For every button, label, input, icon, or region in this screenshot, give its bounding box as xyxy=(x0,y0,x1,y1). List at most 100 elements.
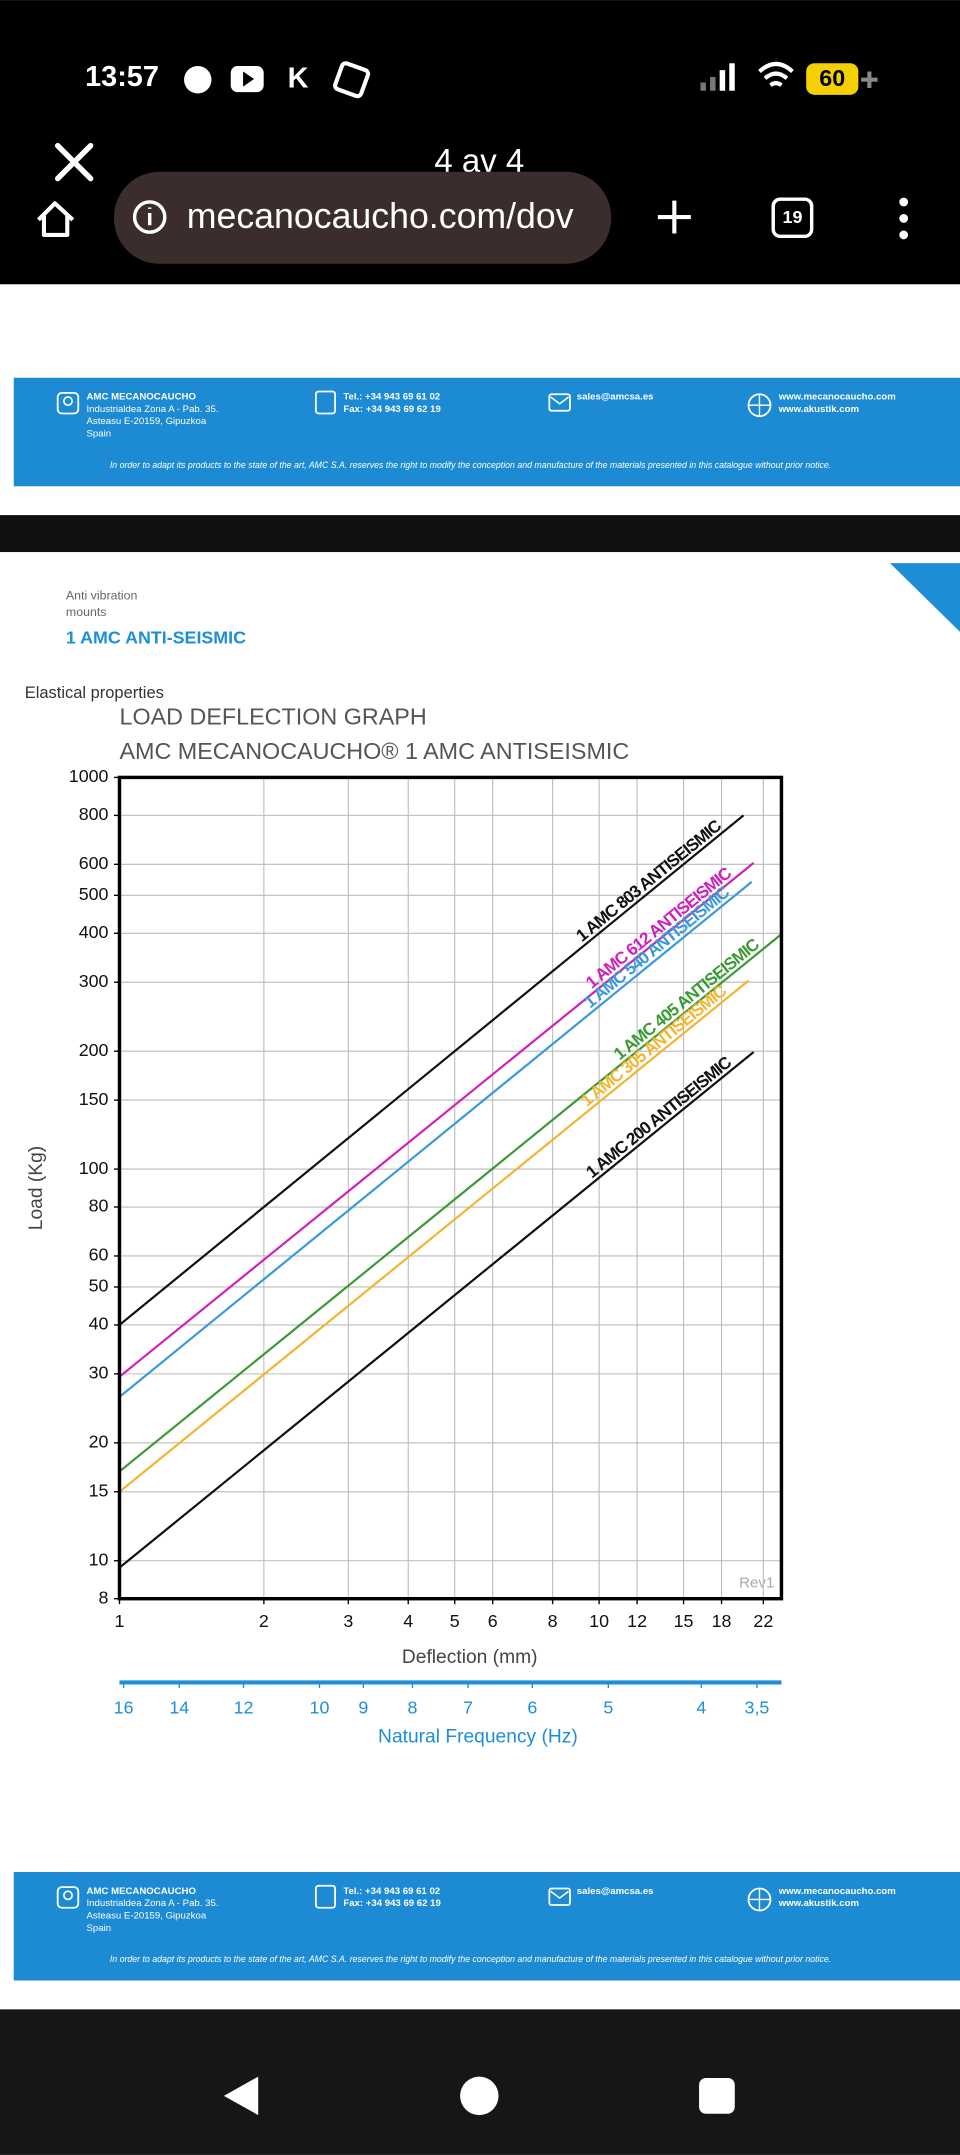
x2-tick-label: 6 xyxy=(527,1697,537,1717)
x2-tick-label: 3,5 xyxy=(745,1697,770,1717)
back-button[interactable] xyxy=(223,2076,259,2116)
y-tick-label: 8 xyxy=(99,1587,109,1607)
x-axis-label: Deflection (mm) xyxy=(402,1647,538,1668)
revision-mark: Rev1 xyxy=(739,1575,774,1592)
close-button[interactable] xyxy=(54,142,94,182)
location-pin xyxy=(63,1890,73,1901)
phone-icon xyxy=(314,1884,336,1909)
y-tick-label: 30 xyxy=(89,1363,109,1383)
url-text: mecanocaucho.com/dov xyxy=(187,196,574,236)
phone-line: Tel.: +34 943 69 61 02 xyxy=(343,1886,440,1897)
plot-frame xyxy=(117,775,784,1601)
location-pin xyxy=(63,396,73,407)
series-line xyxy=(119,979,750,1493)
recents-button[interactable] xyxy=(699,2078,735,2114)
address-line: Industrialdea Zona A - Pab. 35. xyxy=(87,1898,219,1909)
site-info-icon[interactable] xyxy=(132,200,167,234)
y-tick-label: 800 xyxy=(79,804,109,824)
tab-count: 19 xyxy=(783,207,803,227)
wifi-icon xyxy=(758,61,794,87)
website: www.akustik.com xyxy=(778,1898,859,1909)
tab-switcher[interactable] xyxy=(771,197,814,239)
phone-line: Fax: +34 943 69 62 19 xyxy=(343,404,441,415)
app-icon xyxy=(333,61,371,99)
x-tick-label: 8 xyxy=(548,1611,558,1631)
chart-title: LOAD DEFLECTION GRAPH xyxy=(119,704,426,730)
address-line: Spain xyxy=(87,429,112,440)
address-line: Asteasu E-20159, Gipuzkoa xyxy=(87,416,207,427)
disclaimer: In order to adapt its products to the st… xyxy=(110,460,831,470)
x-tick-label: 5 xyxy=(450,1611,460,1631)
disclaimer: In order to adapt its products to the st… xyxy=(110,1954,831,1964)
category-line: Anti vibration xyxy=(66,588,138,602)
y-tick-label: 200 xyxy=(79,1040,109,1060)
website: www.mecanocaucho.com xyxy=(778,1886,896,1897)
x2-tick-label: 16 xyxy=(114,1697,134,1717)
menu-button[interactable] xyxy=(899,197,909,240)
address-line: Industrialdea Zona A - Pab. 35. xyxy=(87,404,219,415)
y-axis-label: Load (Kg) xyxy=(26,1146,47,1230)
web-icon-lines xyxy=(748,1888,771,1911)
product-title: 1 AMC ANTI-SEISMIC xyxy=(66,627,246,647)
x2-tick-label: 12 xyxy=(234,1697,254,1717)
signal-icon xyxy=(700,63,735,91)
mail-flap xyxy=(550,396,570,405)
company-name: AMC MECANOCAUCHO xyxy=(87,1886,197,1897)
x2-tick-label: 10 xyxy=(310,1697,330,1717)
x-tick-label: 12 xyxy=(627,1611,647,1631)
x-tick-label: 22 xyxy=(753,1611,773,1631)
app-icon-letter: K xyxy=(288,62,309,94)
x2-tick-label: 14 xyxy=(169,1697,189,1717)
y-tick-label: 600 xyxy=(79,853,109,873)
y-tick-label: 300 xyxy=(79,971,109,991)
charging-icon xyxy=(861,71,878,88)
x-tick-label: 15 xyxy=(674,1611,694,1631)
messenger-icon xyxy=(184,65,212,94)
category-line: mounts xyxy=(66,605,107,619)
status-time: 13:57 xyxy=(85,61,159,93)
location-icon xyxy=(56,391,80,415)
url-bar[interactable] xyxy=(113,171,612,264)
battery-level: 60 xyxy=(819,65,845,91)
series-line xyxy=(119,1051,755,1569)
home-nav-button[interactable] xyxy=(460,2076,499,2116)
x2-tick-label: 4 xyxy=(696,1697,706,1717)
banner-background xyxy=(13,377,960,487)
x2-tick-label: 8 xyxy=(407,1697,417,1717)
battery-icon xyxy=(806,63,859,95)
home-button[interactable] xyxy=(36,201,75,237)
pdf-page xyxy=(0,552,960,2010)
youtube-play xyxy=(243,71,255,87)
page-gap xyxy=(0,515,960,553)
mail-flap xyxy=(550,1890,570,1900)
x-tick-label: 2 xyxy=(259,1611,269,1631)
banner-background xyxy=(13,1872,960,1981)
x2-axis-label: Natural Frequency (Hz) xyxy=(378,1726,578,1747)
address-line: Asteasu E-20159, Gipuzkoa xyxy=(87,1910,207,1921)
x-tick-label: 18 xyxy=(712,1611,732,1631)
y-tick-label: 40 xyxy=(89,1314,109,1334)
address-line: Spain xyxy=(87,1923,112,1934)
y-tick-label: 1000 xyxy=(69,766,109,786)
y-tick-label: 60 xyxy=(89,1245,109,1265)
phone-line: Tel.: +34 943 69 61 02 xyxy=(343,392,440,403)
new-tab-button[interactable] xyxy=(657,200,691,234)
x2-tick-label: 5 xyxy=(603,1697,613,1717)
series-line xyxy=(119,814,745,1326)
x-tick-label: 6 xyxy=(488,1611,498,1631)
y-tick-label: 15 xyxy=(89,1480,109,1500)
series-line xyxy=(119,933,782,1473)
y-tick-label: 80 xyxy=(89,1196,109,1216)
email: sales@amcsa.es xyxy=(577,1886,654,1897)
website: www.mecanocaucho.com xyxy=(778,392,896,403)
phone-line: Fax: +34 943 69 62 19 xyxy=(343,1898,441,1909)
x2-tick-label: 9 xyxy=(358,1697,368,1717)
email: sales@amcsa.es xyxy=(577,392,654,403)
y-tick-label: 100 xyxy=(79,1158,109,1178)
website: www.akustik.com xyxy=(778,404,859,415)
y-tick-label: 20 xyxy=(89,1432,109,1452)
series-line xyxy=(119,862,755,1378)
